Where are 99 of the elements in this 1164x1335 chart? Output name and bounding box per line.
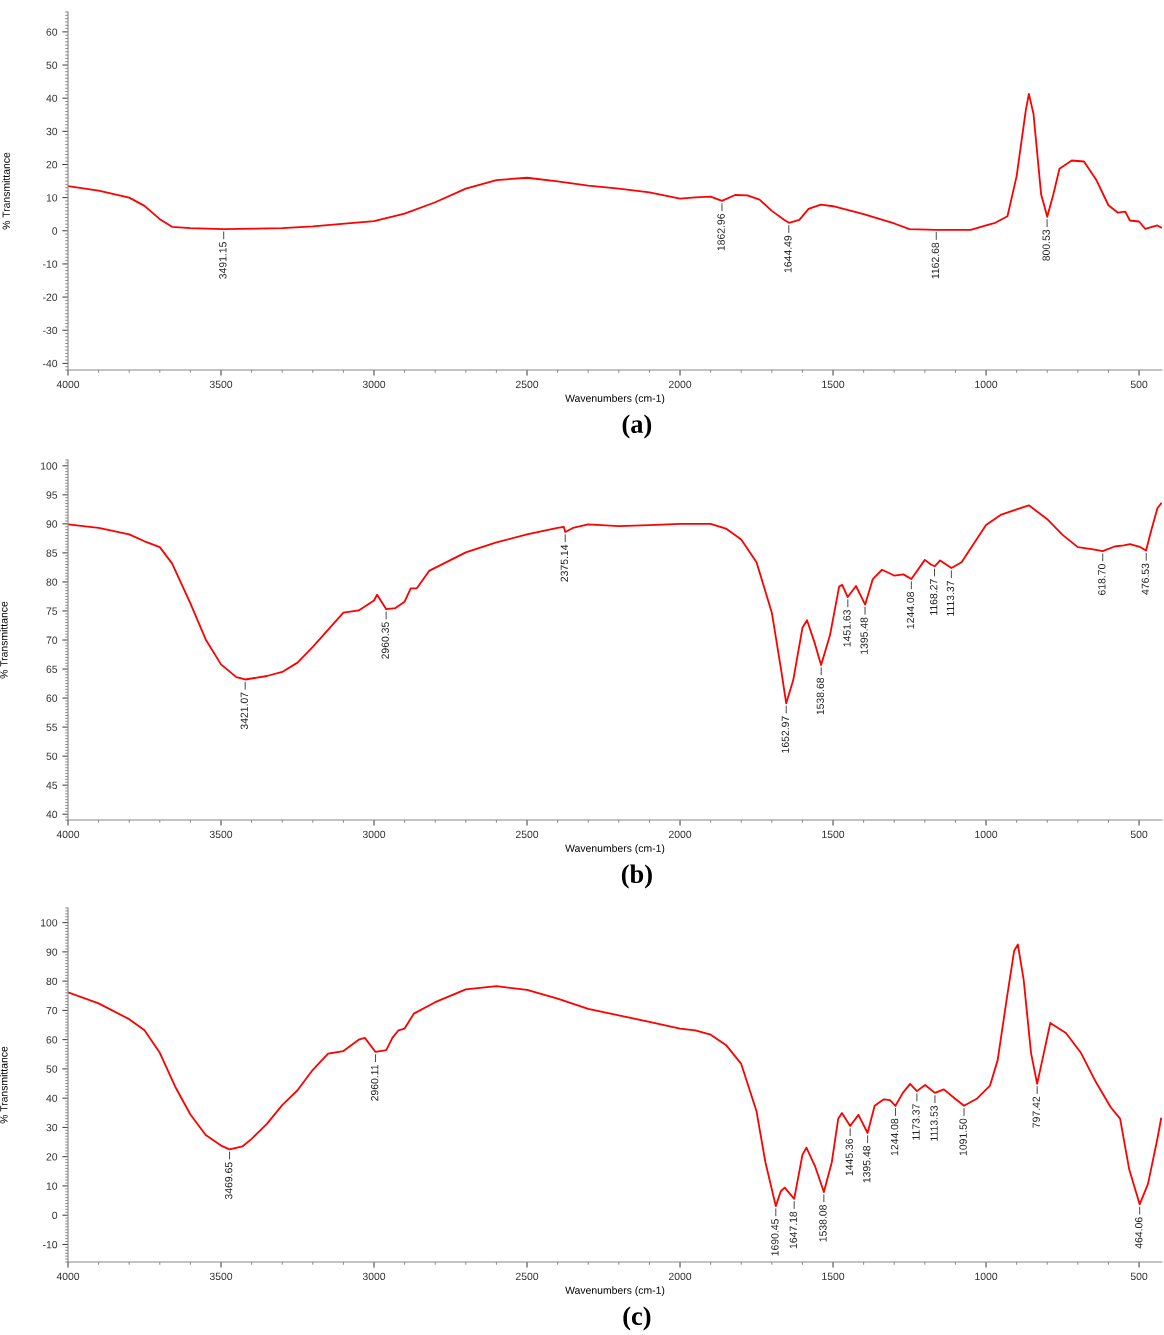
text: (b)	[621, 864, 652, 889]
y-tick-label: 100	[41, 919, 58, 927]
y-tick-label: 10	[46, 194, 58, 202]
y-axis-title: % Transmittance	[2, 152, 10, 230]
x-tick-label: 2500	[515, 1272, 539, 1281]
x-tick-label: 3500	[209, 830, 233, 839]
annotation: 1244.08	[890, 1118, 899, 1156]
annotation: 618.70	[1098, 564, 1106, 595]
y-tick-label: 40	[46, 1094, 58, 1103]
annotation: 797.42	[1032, 1096, 1040, 1128]
x-tick-label: 1500	[822, 380, 845, 389]
annotation: 3491.15	[219, 242, 227, 279]
y-tick-label: 80	[46, 578, 58, 586]
y-axis-title: % Transmittance	[0, 1046, 8, 1124]
y-tick-label: -10	[42, 260, 58, 268]
y-tick-label: 30	[46, 127, 58, 136]
annotation: 2960.11	[370, 1064, 379, 1101]
x-tick-label: 1000	[975, 1272, 998, 1281]
y-tick-label: 40	[46, 94, 58, 103]
x-axis-title: Wavenumbers (cm-1)	[565, 844, 665, 854]
annotation: 3421.07	[240, 692, 248, 730]
annotation: 1244.08	[906, 591, 915, 629]
annotation: 1690.45	[771, 1219, 779, 1256]
y-tick-label: -10	[42, 1240, 58, 1249]
annotation: 1091.50	[959, 1118, 967, 1156]
x-tick-label: 3000	[362, 830, 386, 839]
x-tick-label: 1000	[975, 380, 998, 389]
y-tick-label: 10	[46, 1182, 58, 1190]
x-axis-title: Wavenumbers (cm-1)	[565, 394, 665, 404]
annotation: 464.06	[1135, 1217, 1143, 1249]
y-tick-label: 45	[46, 781, 58, 790]
x-tick-label: 4000	[56, 830, 80, 839]
annotation: 1162.68	[931, 242, 940, 279]
y-tick-label: -30	[42, 326, 58, 335]
y-tick-label: 70	[46, 1006, 58, 1015]
y-tick-label: 40	[46, 810, 58, 819]
annotation: 3469.65	[225, 1162, 233, 1200]
x-tick-label: 3500	[209, 1272, 233, 1281]
y-tick-label: 90	[46, 520, 58, 528]
annotation: 1644.49	[784, 235, 792, 273]
x-tick-label: 4000	[56, 380, 80, 389]
annotation: 2960.35	[381, 622, 389, 659]
annotation: 1538.08	[819, 1205, 827, 1242]
y-tick-label: -20	[42, 293, 58, 301]
y-tick-label: 50	[46, 752, 58, 761]
x-tick-label: 3000	[362, 1272, 386, 1281]
y-tick-label: 50	[46, 1065, 58, 1073]
annotation: 1395.48	[863, 1145, 871, 1183]
y-tick-label: 60	[46, 694, 58, 702]
text: (c)	[623, 1306, 651, 1331]
y-tick-label: 30	[46, 1123, 58, 1132]
text: (a)	[622, 414, 652, 439]
x-tick-label: 500	[1130, 1272, 1148, 1281]
x-tick-label: 500	[1130, 380, 1148, 389]
annotation: 1445.36	[845, 1138, 853, 1176]
x-tick-label: 3500	[209, 380, 233, 389]
y-tick-label: 65	[46, 665, 58, 673]
annotation: 1168.27	[929, 579, 938, 615]
x-tick-label: 2500	[515, 830, 539, 839]
y-tick-label: 50	[46, 61, 58, 69]
y-tick-label: 20	[46, 1153, 58, 1161]
annotation: 1647.18	[789, 1211, 797, 1249]
y-tick-label: 95	[46, 491, 58, 499]
y-tick-label: 55	[46, 723, 58, 731]
y-tick-label: 90	[46, 948, 58, 956]
x-axis-title: Wavenumbers (cm-1)	[565, 1286, 665, 1296]
annotation: 1451.63	[843, 609, 851, 647]
annotation: 1113.53	[930, 1105, 938, 1141]
annotation: 1652.97	[781, 716, 790, 753]
x-tick-label: 2000	[668, 380, 692, 389]
x-tick-label: 2500	[515, 380, 539, 389]
x-tick-label: 2000	[668, 830, 692, 839]
annotation: 1113.37	[946, 581, 955, 616]
x-tick-label: 500	[1130, 830, 1148, 839]
annotation: 1395.48	[860, 617, 868, 654]
y-tick-label: 80	[46, 977, 58, 986]
y-tick-label: 0	[52, 1211, 58, 1220]
y-tick-label: 60	[46, 1036, 58, 1044]
x-tick-label: 1500	[822, 1272, 845, 1281]
annotation: 2375.14	[560, 544, 569, 582]
y-tick-label: 60	[46, 28, 58, 36]
x-tick-label: 3000	[362, 380, 386, 389]
annotation: 1538.68	[816, 677, 824, 715]
y-tick-label: 75	[46, 607, 58, 615]
annotation: 476.53	[1141, 563, 1150, 595]
y-tick-label: 70	[46, 636, 58, 644]
annotation: 1862.96	[717, 213, 725, 251]
x-tick-label: 2000	[668, 1272, 692, 1281]
y-tick-label: 100	[41, 462, 58, 470]
x-tick-label: 1500	[822, 830, 845, 839]
annotation: 800.53	[1042, 229, 1050, 261]
y-tick-label: 0	[52, 227, 58, 235]
y-tick-label: 85	[46, 549, 58, 557]
x-tick-label: 1000	[975, 830, 998, 839]
y-tick-label: 20	[46, 160, 58, 169]
y-tick-label: -40	[42, 359, 58, 368]
annotation: 1173.37	[912, 1104, 920, 1140]
y-axis-title: % Transmittance	[0, 601, 8, 679]
x-tick-label: 4000	[56, 1272, 80, 1281]
